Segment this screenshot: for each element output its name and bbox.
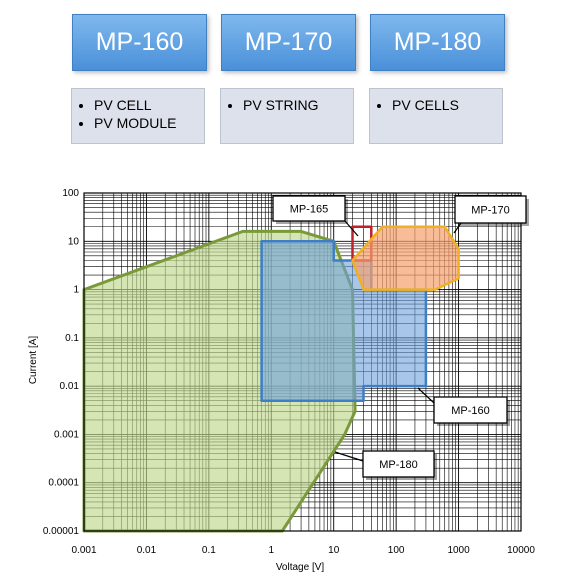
info-item-pv-cell: PV CELL xyxy=(94,96,198,114)
y-tick-label: 1 xyxy=(73,285,79,296)
model-tile-mp170: MP-170 xyxy=(221,14,356,71)
x-tick-label: 10 xyxy=(328,545,340,556)
chart-frame xyxy=(83,192,522,532)
x-tick-label: 100 xyxy=(388,545,405,556)
chart-regions xyxy=(82,225,460,533)
info-item-pv-module: PV MODULE xyxy=(94,114,198,132)
model-tile-mp160: MP-160 xyxy=(72,14,207,71)
callout-mp160: MP-160 xyxy=(451,405,490,417)
info-box-mp170: PV STRING xyxy=(220,88,354,144)
x-tick-label: 0.01 xyxy=(137,545,157,556)
x-tick-label: 1000 xyxy=(447,545,470,556)
chart-callouts: MP-165 MP-170 MP-160 MP-180 xyxy=(272,195,529,480)
info-box-mp180: PV CELLS xyxy=(369,88,503,144)
y-tick-label: 100 xyxy=(62,188,79,199)
y-tick-label: 0.001 xyxy=(54,429,79,440)
plot-frame xyxy=(83,192,522,532)
y-tick-label: 0.1 xyxy=(65,333,79,344)
y-tick-label: 0.0001 xyxy=(48,478,79,489)
info-box-mp160: PV CELL PV MODULE xyxy=(71,88,205,144)
model-tile-mp180: MP-180 xyxy=(370,14,505,71)
callout-mp180: MP-180 xyxy=(379,459,418,471)
y-tick-label: 10 xyxy=(68,236,80,247)
y-tick-label: 0.00001 xyxy=(43,526,80,537)
info-item-pv-cells: PV CELLS xyxy=(392,96,496,114)
callout-mp165: MP-165 xyxy=(290,204,329,216)
x-tick-label: 1 xyxy=(269,545,275,556)
x-axis-label: Voltage [V] xyxy=(276,562,325,573)
x-tick-label: 10000 xyxy=(507,545,535,556)
info-item-pv-string: PV STRING xyxy=(243,96,347,114)
region-mp-170 xyxy=(351,225,460,291)
x-tick-label: 0.001 xyxy=(71,545,96,556)
y-tick-label: 0.01 xyxy=(60,381,80,392)
chart-ticks: 0.001 0.01 0.1 1 10 100 1000 10000 0.00001 0.0001… xyxy=(43,188,535,556)
y-axis-label: Current [A] xyxy=(28,336,39,385)
callout-mp170: MP-170 xyxy=(471,205,510,217)
x-tick-label: 0.1 xyxy=(202,545,216,556)
